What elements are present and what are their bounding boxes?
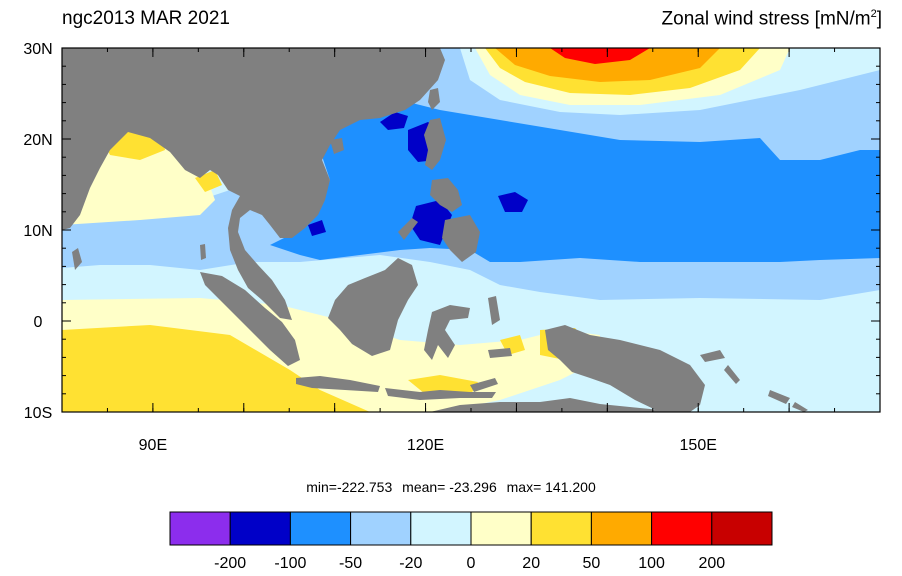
land-java [296,376,380,392]
axis-tick-labels: 30N 20N 10N 0 10S 90E 120E 150E [23,41,717,454]
lat-tick-label: 0 [34,314,43,331]
land-new-ireland [724,365,740,384]
lat-tick-label: 10S [24,405,52,422]
stat-mean: mean= -23.296 [402,479,497,495]
map-title-left: ngc2013 MAR 2021 [62,8,230,29]
colorbar-label: -20 [399,555,422,572]
land-solomon-2 [792,402,808,412]
colorbar-labels: -200 -100 -50 -20 0 20 50 100 200 [214,555,725,572]
patch-dark-blue-3 [498,192,528,212]
title-right-end: ] [876,8,882,30]
lon-tick-label: 90E [139,437,167,454]
lat-tick-label: 10N [23,223,52,240]
colorbar-swatch [590,511,653,546]
land-visayas [430,178,462,212]
colorbar-swatch [350,511,412,546]
land-palawan [398,218,418,240]
land-halmahera [488,296,500,325]
axis-ticks [61,47,881,413]
band-red-north [550,48,650,64]
land-new-britain [700,350,725,362]
land-sri-lanka [72,248,82,270]
colorbar-label: 200 [698,555,725,572]
land-luzon [424,118,446,170]
land-asia [62,48,445,320]
colorbar-swatch [289,511,352,546]
colorbar-label: -100 [274,555,306,572]
colorbar-swatch [410,511,472,546]
patch-dark-blue-1 [380,112,408,130]
land-masses [62,48,808,412]
lat-tick-label: 20N [23,132,52,149]
land-sumatra [200,272,300,366]
map-field [62,48,880,412]
stat-max: max= 141.200 [506,479,596,495]
band-orange-north [495,48,720,82]
colorbar-label: 50 [583,555,601,572]
land-andaman [200,244,206,260]
lat-tick-label: 30N [23,41,52,58]
land-sulawesi [424,305,470,360]
colorbar-label: 100 [638,555,665,572]
title-right-superscript: 2 [870,8,877,20]
lon-tick-label: 120E [407,437,444,454]
land-australia [430,398,680,412]
colorbar-swatch [651,511,713,546]
land-borneo [328,258,418,356]
colorbar-swatch [229,511,291,546]
land-new-guinea [545,325,705,412]
land-seram [488,348,512,358]
colorbar-label: 20 [522,555,540,572]
title-right-main: Zonal wind stress [mN/m [661,8,871,30]
land-solomon [768,390,790,404]
colorbar [169,511,773,546]
land-hainan [330,138,344,154]
land-timor [470,378,498,392]
colorbar-swatch [169,511,231,546]
colorbar-swatch [711,511,773,546]
map-title-right: Zonal wind stress [mN/m2] [662,8,882,30]
lon-tick-label: 150E [680,437,717,454]
colorbar-label: -200 [214,555,246,572]
stats-line: min=-222.753 mean= -23.296 max= 141.200 [0,479,902,495]
band-yellow-south-indian [62,325,370,412]
colorbar-swatch [530,511,592,546]
land-taiwan [428,88,440,110]
stat-min: min=-222.753 [306,479,393,495]
land-mindanao [442,215,480,262]
land-lesser-sunda [385,388,496,400]
colorbar-label: 0 [467,555,476,572]
colorbar-swatch [470,511,532,546]
colorbar-label: -50 [339,555,362,572]
patch-dark-blue-5 [308,220,326,236]
patch-dark-blue-4 [410,200,452,245]
